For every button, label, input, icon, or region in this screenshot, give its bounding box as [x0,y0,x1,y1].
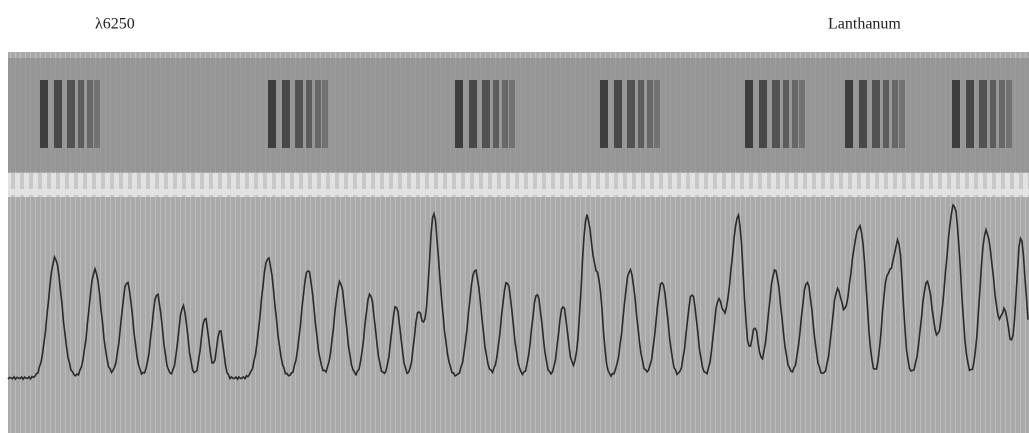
spectral-line [40,80,48,148]
spectral-line [979,80,987,148]
page: λ6250 Lanthanum (() => { const data = JS… [0,0,1029,433]
spectral-line [1006,80,1012,148]
spectral-line [482,80,490,148]
spectral-line [872,80,880,148]
spectral-line [792,80,798,148]
spectral-line [67,80,75,148]
spectral-line [999,80,1005,148]
spectral-line [469,80,477,148]
scale-strip [8,173,1029,197]
spectral-line [502,80,508,148]
element-label: Lanthanum [828,16,901,33]
spectral-line [627,80,635,148]
spectral-line [268,80,276,148]
spectral-line [772,80,780,148]
spectral-line [647,80,653,148]
spectral-line [87,80,93,148]
spectral-line [600,80,608,148]
spectral-line [899,80,905,148]
spectral-line [990,80,996,148]
spectral-line [455,80,463,148]
spectral-line [509,80,515,148]
spectral-line [654,80,660,148]
spectral-line [883,80,889,148]
spectral-line [892,80,898,148]
spectral-line [952,80,960,148]
spectral-line [966,80,974,148]
spectral-line [745,80,753,148]
spectral-line [493,80,499,148]
spectral-line [759,80,767,148]
figure: λ6250 Lanthanum [0,0,1029,433]
spectral-line [845,80,853,148]
spectral-line [783,80,789,148]
spectral-line [78,80,84,148]
wavelength-label: λ6250 [95,16,135,33]
spectral-line [315,80,321,148]
spectral-line [282,80,290,148]
spectral-line [306,80,312,148]
spectral-line [295,80,303,148]
spectral-line [799,80,805,148]
spectral-line [638,80,644,148]
spectral-line [614,80,622,148]
spectral-line [94,80,100,148]
spectral-line [859,80,867,148]
spectral-line [54,80,62,148]
spectral-line [322,80,328,148]
